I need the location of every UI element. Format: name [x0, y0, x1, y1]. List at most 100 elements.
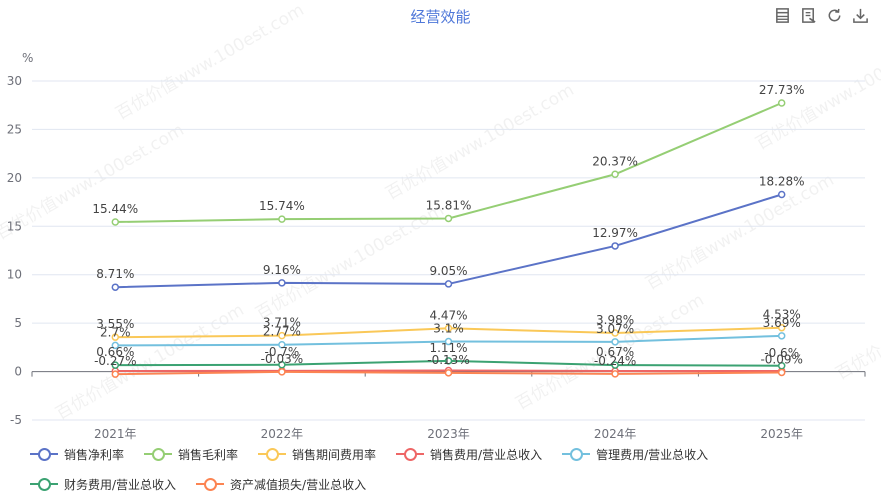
data-label: 20.37% — [592, 154, 638, 168]
data-point — [111, 333, 120, 341]
legend-item[interactable]: 销售期间费用率 — [258, 446, 376, 462]
data-label: 18.28% — [759, 175, 805, 189]
data-point — [611, 361, 619, 369]
x-tick-label: 2022年 — [261, 427, 304, 440]
data-label: -0.7% — [264, 345, 299, 359]
watermark-text: 百优价值www.100est.com — [643, 170, 838, 294]
watermark-text: 百优价值www.100est.com — [53, 300, 248, 424]
data-point — [111, 218, 120, 226]
data-label: 9.16% — [263, 263, 301, 277]
data-label: 8.71% — [96, 267, 134, 281]
watermark-text: 百优价值www.100est.com — [833, 260, 881, 384]
data-point — [278, 279, 286, 287]
data-label: 9.05% — [429, 264, 467, 278]
y-tick-label: 0 — [14, 365, 22, 379]
data-label: 15.44% — [92, 202, 138, 216]
data-view-icon[interactable] — [799, 6, 817, 24]
data-point — [278, 361, 286, 369]
data-point — [444, 337, 453, 346]
y-tick-label: -5 — [10, 413, 22, 427]
data-point — [111, 361, 120, 369]
data-point — [111, 341, 120, 350]
legend-label: 销售期间费用率 — [292, 447, 377, 462]
legend-swatch — [562, 447, 591, 461]
legend-item[interactable]: 管理费用/营业总收入 — [562, 446, 708, 462]
data-point — [111, 370, 120, 378]
legend-item[interactable]: 资产减值损失/营业总收入 — [196, 476, 366, 492]
chart-grid — [32, 80, 865, 421]
legend-swatch — [144, 447, 173, 461]
legend-swatch — [396, 447, 425, 461]
data-point — [444, 357, 453, 365]
legend-swatch — [30, 447, 58, 461]
data-label: 4.47% — [429, 308, 467, 322]
chart-toolbar — [773, 6, 869, 24]
refresh-icon[interactable] — [825, 6, 843, 24]
legend-label: 销售毛利率 — [178, 447, 239, 462]
data-point — [777, 368, 786, 377]
data-label: 3.1% — [433, 322, 464, 336]
data-label: 3.71% — [263, 316, 301, 330]
y-tick-label: 30 — [7, 74, 22, 88]
legend-item[interactable]: 销售净利率 — [30, 446, 124, 462]
data-point — [777, 323, 786, 332]
data-point — [278, 340, 286, 349]
legend-label: 财务费用/营业总收入 — [64, 477, 177, 492]
legend-item[interactable]: 财务费用/营业总收入 — [30, 476, 176, 492]
y-tick-label: 25 — [7, 122, 22, 136]
legend-label: 销售净利率 — [64, 447, 125, 462]
line-chart: 百优价值www.100est.com百优价值www.100est.com百优价值… — [0, 0, 881, 440]
data-label: -0.13% — [427, 353, 469, 367]
data-label: 3.98% — [596, 313, 634, 327]
legend-item[interactable]: 销售毛利率 — [144, 446, 238, 462]
data-point — [278, 368, 286, 376]
watermark-text: 百优价值www.100est.com — [0, 120, 188, 244]
x-axis: 2021年 2022年 2023年 2024年 2025年 — [31, 371, 866, 440]
data-point — [444, 324, 453, 333]
data-label: 0.66% — [96, 345, 134, 359]
data-label: 27.73% — [759, 83, 805, 97]
data-point — [444, 369, 453, 377]
data-point — [111, 283, 120, 291]
legend-swatch — [258, 447, 287, 461]
chart-title: 经营效能 — [410, 8, 471, 26]
x-tick-label: 2024年 — [594, 427, 637, 440]
data-point — [777, 99, 786, 107]
data-point — [444, 214, 453, 223]
y-tick-label: 10 — [7, 268, 22, 282]
data-point — [444, 280, 453, 288]
legend-item[interactable]: 销售费用/营业总收入 — [396, 446, 542, 462]
data-point — [611, 338, 619, 346]
data-label: -0.6% — [764, 346, 799, 360]
y-axis: -5 0 5 10 15 20 25 30% — [7, 51, 34, 427]
legend-label: 销售费用/营业总收入 — [430, 447, 543, 462]
watermark-text: 百优价值www.100est.com — [383, 80, 578, 204]
y-tick-label: 5 — [14, 316, 22, 330]
x-tick-label: 2025年 — [760, 427, 803, 440]
data-point — [611, 329, 619, 337]
data-label-layer: 8.71% 9.16% 9.05% 12.97% 18.28% 15.44% 15.74% 1… — [92, 83, 804, 368]
watermark-text: 百优价值www.100est.com — [113, 0, 308, 124]
legend-label: 资产减值损失/营业总收入 — [230, 477, 367, 492]
data-label: 0.67% — [596, 345, 634, 359]
chart-legend: 销售净利率 销售毛利率 销售期间费用率 销售费用/营业总收入 管理费用/营业总收入财务费… — [30, 446, 870, 492]
data-label: 4.53% — [763, 308, 801, 322]
download-icon[interactable] — [851, 6, 869, 24]
data-label: 1.11% — [429, 341, 467, 355]
table-view-icon[interactable] — [773, 6, 791, 24]
series-layer — [111, 99, 786, 378]
data-point — [611, 370, 619, 378]
data-label: 3.07% — [596, 322, 634, 336]
data-label: -0.24% — [594, 354, 636, 368]
data-point — [777, 190, 786, 199]
data-label: 12.97% — [592, 226, 638, 240]
data-label: 2.77% — [263, 325, 301, 339]
y-axis-label: % — [22, 51, 33, 65]
data-point — [611, 170, 619, 179]
data-label: 15.81% — [426, 198, 472, 212]
y-tick-label: 15 — [7, 219, 22, 233]
data-label: 3.55% — [96, 317, 134, 331]
x-tick-label: 2023年 — [427, 427, 470, 440]
data-label: -0.09% — [760, 352, 802, 366]
legend-swatch — [196, 477, 225, 491]
